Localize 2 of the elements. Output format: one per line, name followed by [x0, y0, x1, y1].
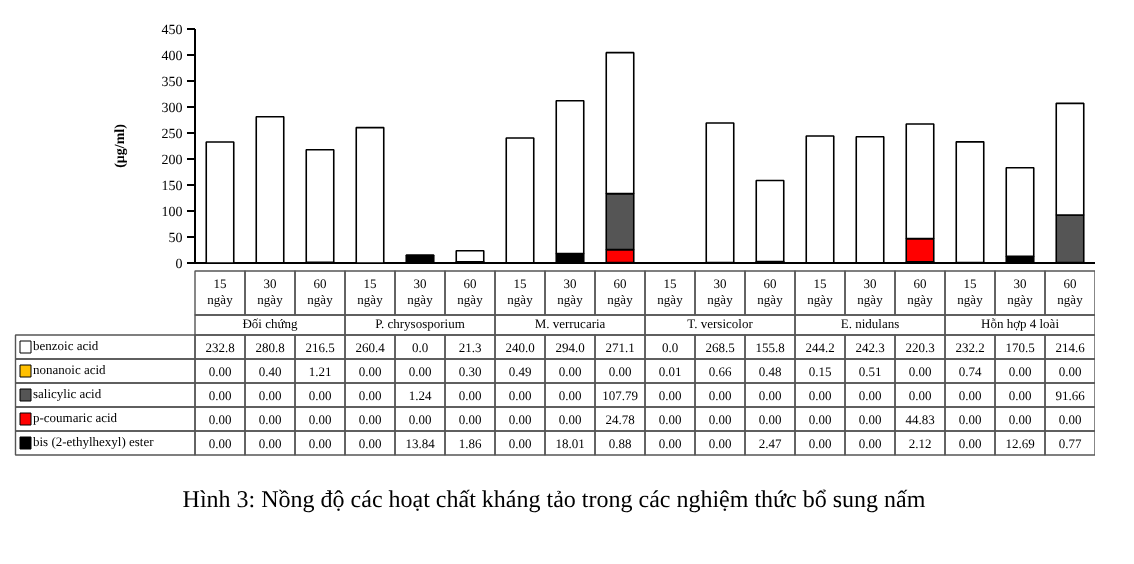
bar — [1005, 166, 1035, 258]
text: Hình 3: Nồng độ các hoạt chất kháng tảo trong các nghiệm thức bổ sung nấm — [182, 485, 927, 513]
